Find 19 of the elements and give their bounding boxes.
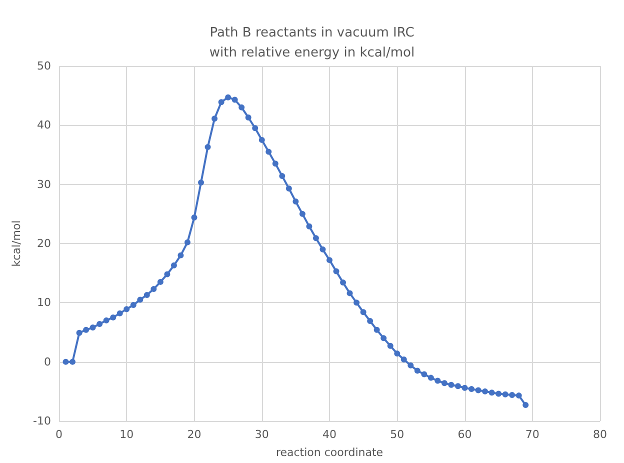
- chart-title: Path B reactants in vacuum IRC with relative energy in kcal/mol: [209, 26, 415, 60]
- y-tick-label: 10: [37, 296, 51, 310]
- y-tick-label: 20: [37, 237, 51, 250]
- y-tick-label: -10: [33, 414, 51, 428]
- y-tick-label: 30: [37, 178, 51, 191]
- y-tick-label: 0: [44, 355, 51, 368]
- x-tick-label: 50: [390, 428, 404, 441]
- x-tick-label: 30: [254, 428, 269, 441]
- y-tick-label: 50: [37, 60, 51, 72]
- x-tick-label: 80: [593, 428, 607, 441]
- y-axis-title: kcal/mol: [10, 220, 24, 267]
- x-tick-label: 60: [458, 428, 472, 441]
- x-tick-label: 0: [56, 428, 62, 441]
- x-tick-label: 70: [525, 428, 540, 441]
- y-tick-label: 40: [37, 118, 51, 132]
- x-tick-label: 20: [187, 428, 202, 441]
- x-tick-label: 40: [322, 428, 336, 441]
- x-axis-title: reaction coordinate: [276, 446, 384, 459]
- x-tick-label: 10: [120, 428, 134, 441]
